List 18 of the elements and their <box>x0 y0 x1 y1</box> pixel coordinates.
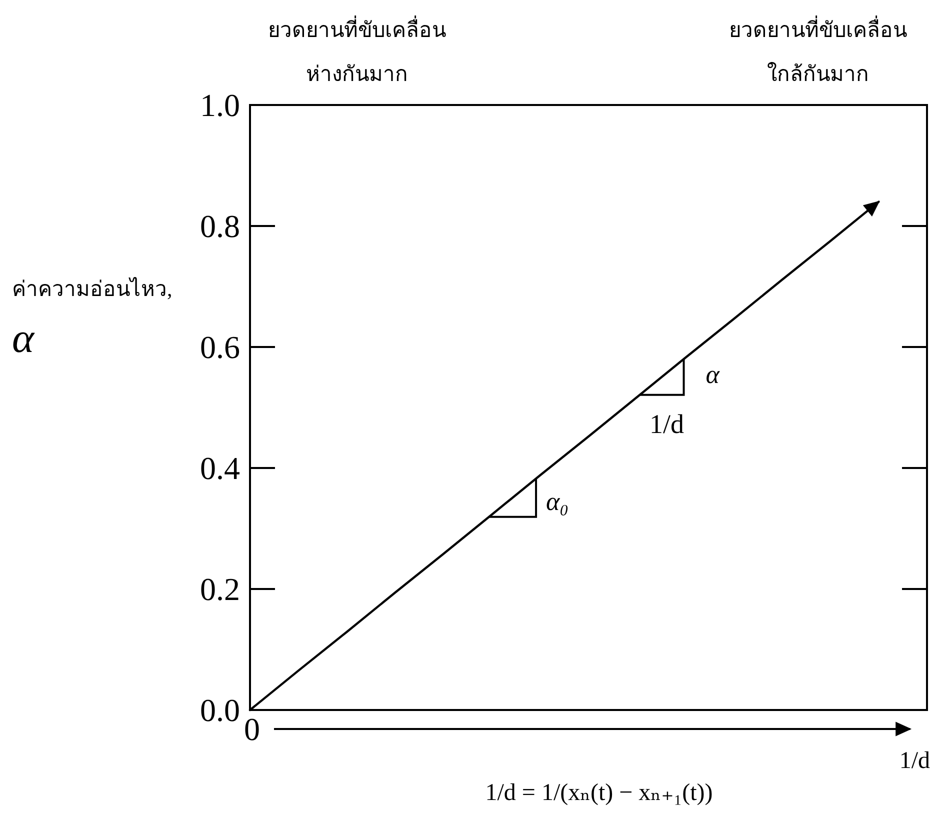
y-tick-label: 0.6 <box>200 329 240 365</box>
annotation: α <box>706 360 720 390</box>
y-tick-label: 0.4 <box>200 450 240 486</box>
y-tick-label: 0.0 <box>200 692 240 728</box>
annotation: α₀ <box>546 486 569 516</box>
y-tick-label: 0.2 <box>200 571 240 607</box>
x-axis-title: 1/d <box>899 748 930 774</box>
annotation: ยวดยานที่ขับเคลื่อน <box>729 18 907 42</box>
annotation: 1/d <box>650 408 684 439</box>
annotation: 0 <box>244 711 260 747</box>
y-axis-title: α <box>12 316 34 362</box>
y-tick-label: 0.8 <box>200 208 240 244</box>
y-axis-title: ค่าความอ่อนไหว, <box>12 277 172 301</box>
annotation: 1/d = 1/(xₙ(t) − xₙ₊₁(t)) <box>485 780 713 806</box>
annotation: ยวดยานที่ขับเคลื่อน <box>268 18 446 42</box>
y-tick-label: 1.0 <box>200 87 240 123</box>
annotation: ใกล้กันมาก <box>767 62 869 86</box>
annotation: ห่างกันมาก <box>306 62 408 86</box>
